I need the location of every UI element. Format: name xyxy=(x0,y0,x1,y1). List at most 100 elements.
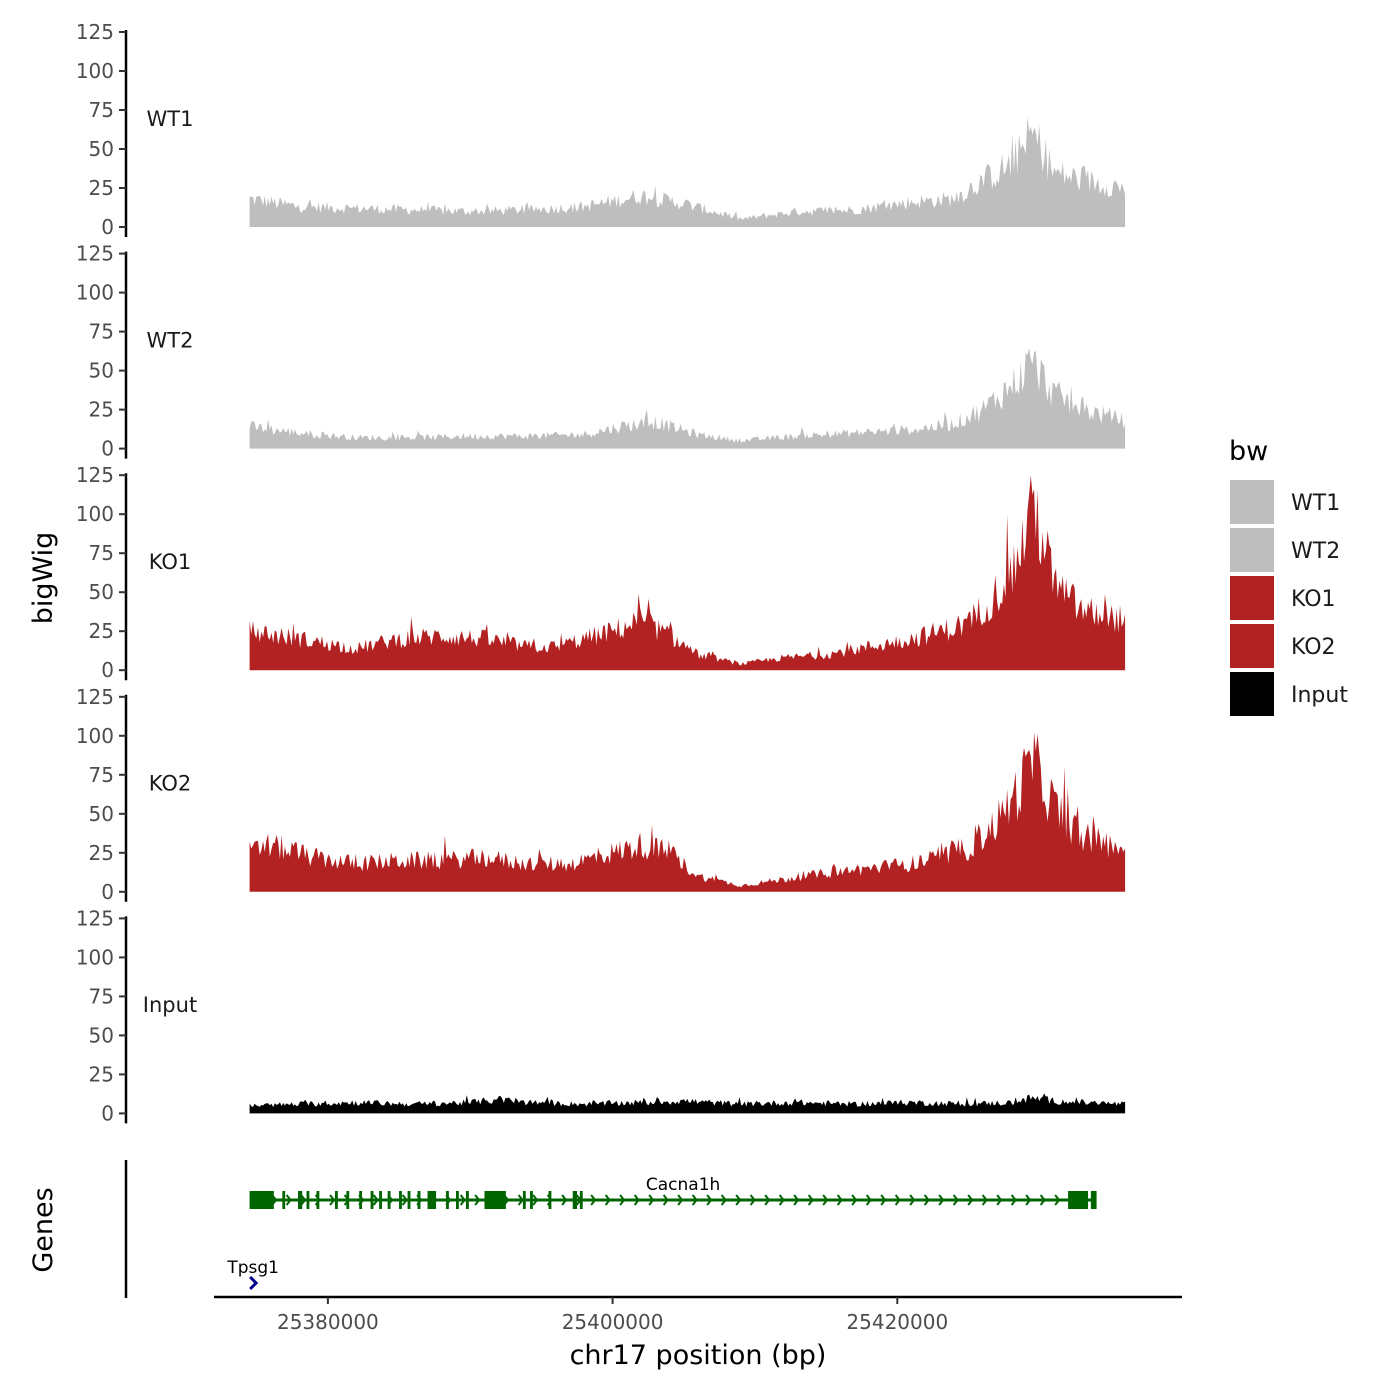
strand-arrow xyxy=(590,1194,597,1206)
strand-arrow xyxy=(633,1194,640,1206)
exon xyxy=(399,1191,402,1209)
y-tick-label: 0 xyxy=(101,1101,114,1125)
strand-arrow xyxy=(735,1194,742,1206)
strand-arrow xyxy=(401,1194,408,1206)
exon xyxy=(484,1191,506,1209)
strand-arrow xyxy=(459,1194,466,1206)
exon xyxy=(1068,1191,1089,1209)
exon xyxy=(282,1191,286,1209)
strand-arrow xyxy=(793,1194,800,1206)
strand-arrow xyxy=(851,1194,858,1206)
y-tick-label: 50 xyxy=(89,802,114,826)
y-tick-label: 75 xyxy=(89,541,114,565)
legend-label-input: Input xyxy=(1291,683,1348,708)
exon xyxy=(1090,1191,1097,1209)
strand-arrow xyxy=(474,1194,481,1206)
y-tick-label: 75 xyxy=(89,763,114,787)
exon xyxy=(407,1191,411,1209)
signal-area-ko2 xyxy=(249,732,1126,892)
signal-area-wt2 xyxy=(249,348,1126,449)
legend-swatch-wt2 xyxy=(1230,528,1274,572)
signal-area-wt1 xyxy=(249,116,1126,227)
legend: bw WT1 WT2 KO1 KO2 Input xyxy=(1229,436,1348,716)
legend-label-ko2: KO2 xyxy=(1291,635,1336,660)
strand-arrow xyxy=(807,1194,814,1206)
strand-arrow xyxy=(619,1194,626,1206)
strand-arrow xyxy=(894,1194,901,1206)
strand-arrow xyxy=(749,1194,756,1206)
legend-swatch-input xyxy=(1230,672,1274,716)
y-tick-label: 125 xyxy=(76,906,114,930)
strand-arrow xyxy=(836,1194,843,1206)
strand-arrow xyxy=(372,1194,379,1206)
track-ko2: 0 25 50 75 100 125 KO2 xyxy=(76,685,1126,904)
track-ko1: 0 25 50 75 100 125 KO1 xyxy=(76,463,1126,682)
exon xyxy=(417,1191,421,1209)
exon xyxy=(379,1191,382,1209)
y-tick-label: 50 xyxy=(89,137,114,161)
y-tick-label: 100 xyxy=(76,502,114,526)
exon xyxy=(446,1191,449,1209)
legend-label-ko1: KO1 xyxy=(1291,587,1336,612)
x-tick-label: 25400000 xyxy=(562,1310,664,1334)
signal-area-input xyxy=(249,1093,1126,1114)
strand-arrow xyxy=(648,1194,655,1206)
y-tick-label: 0 xyxy=(101,215,114,239)
strand-arrow xyxy=(1025,1194,1032,1206)
exon xyxy=(522,1191,526,1209)
track-label-wt2: WT2 xyxy=(147,328,194,352)
legend-title: bw xyxy=(1229,436,1268,467)
legend-label-wt1: WT1 xyxy=(1291,491,1340,516)
strand-arrow xyxy=(285,1194,292,1206)
strand-arrow xyxy=(517,1194,524,1206)
exon xyxy=(346,1191,350,1209)
strand-arrow xyxy=(865,1194,872,1206)
exon xyxy=(297,1191,303,1209)
exon xyxy=(456,1191,459,1209)
gene-label: Tpsg1 xyxy=(226,1258,279,1278)
genes-axis-title: Genes xyxy=(28,1187,59,1272)
exon xyxy=(465,1191,469,1209)
y-tick-label: 100 xyxy=(76,59,114,83)
strand-arrow xyxy=(720,1194,727,1206)
strand-arrow xyxy=(1039,1194,1046,1206)
strand-arrow xyxy=(764,1194,771,1206)
strand-arrow xyxy=(909,1194,916,1206)
y-tick-label: 125 xyxy=(76,463,114,487)
x-axis-title: chr17 position (bp) xyxy=(570,1340,827,1371)
exon xyxy=(572,1191,577,1209)
y-tick-label: 75 xyxy=(89,984,114,1008)
y-tick-label: 0 xyxy=(101,658,114,682)
y-tick-label: 25 xyxy=(89,398,114,422)
strand-arrow xyxy=(967,1194,974,1206)
y-tick-label: 75 xyxy=(89,98,114,122)
exon xyxy=(359,1191,363,1209)
strand-arrow xyxy=(996,1194,1003,1206)
track-wt1: 0 25 50 75 100 125 WT1 xyxy=(76,20,1126,239)
track-label-ko2: KO2 xyxy=(149,772,192,796)
legend-swatch-wt1 xyxy=(1230,480,1274,524)
strand-arrow xyxy=(300,1194,307,1206)
exon xyxy=(579,1191,583,1209)
exon xyxy=(548,1191,552,1209)
strand-arrow xyxy=(329,1194,336,1206)
legend-swatch-ko2 xyxy=(1230,624,1274,668)
strand-arrow xyxy=(691,1194,698,1206)
strand-arrow xyxy=(532,1194,539,1206)
y-tick-label: 75 xyxy=(89,320,114,344)
y-tick-label: 25 xyxy=(89,1062,114,1086)
exon xyxy=(316,1191,320,1209)
y-tick-label: 25 xyxy=(89,176,114,200)
strand-arrow xyxy=(938,1194,945,1206)
y-tick-label: 125 xyxy=(76,242,114,266)
y-tick-label: 125 xyxy=(76,685,114,709)
strand-arrow xyxy=(1010,1194,1017,1206)
y-tick-label: 0 xyxy=(101,880,114,904)
track-input: 0 25 50 75 100 125 Input xyxy=(76,906,1126,1125)
exon xyxy=(370,1191,374,1209)
strand-arrow xyxy=(981,1194,988,1206)
y-tick-label: 100 xyxy=(76,945,114,969)
strand-arrow xyxy=(604,1194,611,1206)
x-tick-label: 25420000 xyxy=(846,1310,948,1334)
